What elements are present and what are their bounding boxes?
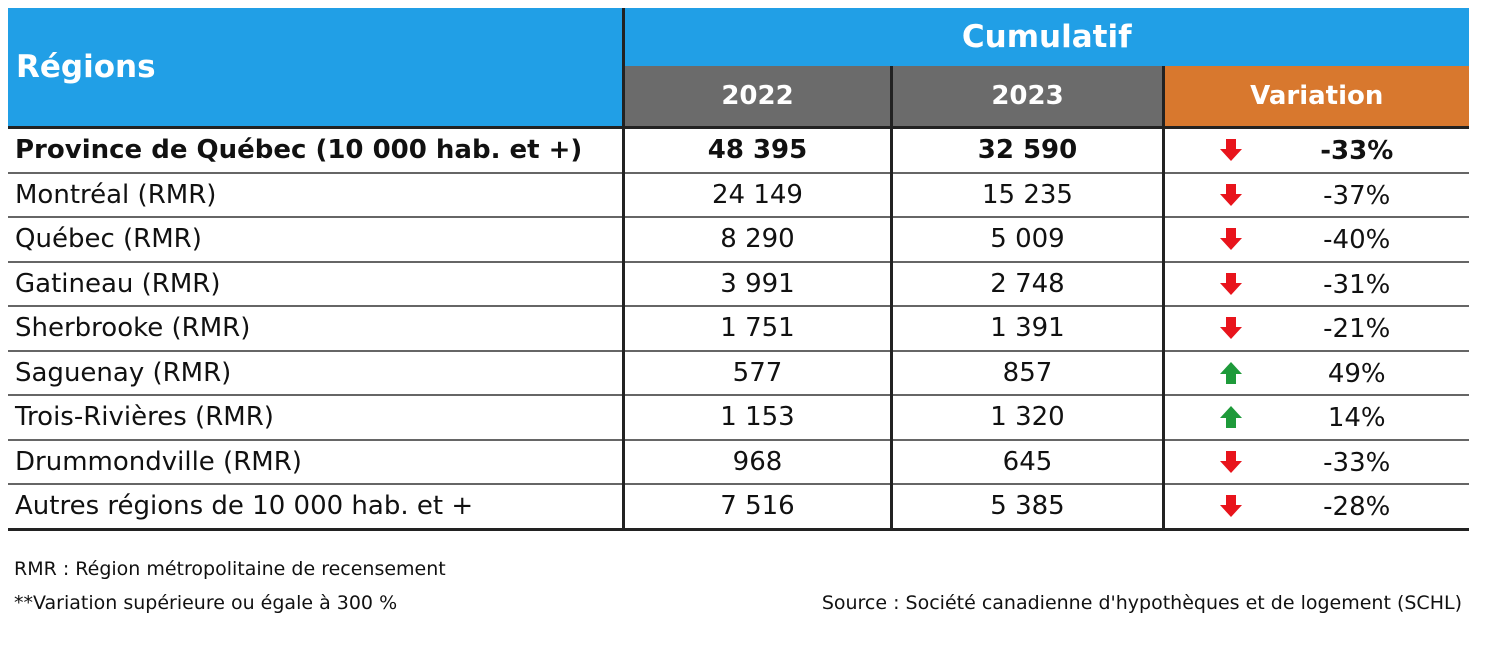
value-2022: 1 153: [623, 395, 893, 441]
variation-percent: -21%: [1323, 314, 1391, 344]
value-2023: 1 320: [891, 395, 1165, 441]
table-row: Trois-Rivières (RMR) 1 153 1 320 14%: [8, 395, 1469, 441]
header-year-2023: 2023: [891, 66, 1165, 128]
arrow-up-icon: [1220, 361, 1242, 384]
variation-percent: -33%: [1320, 136, 1394, 166]
variation-percent: -40%: [1323, 225, 1391, 255]
table-row: Gatineau (RMR) 3 991 2 748 -31%: [8, 261, 1469, 307]
value-2022: 48 395: [623, 126, 893, 174]
footnote-rmr: RMR : Région métropolitaine de recenseme…: [14, 558, 446, 580]
table-row: Montréal (RMR) 24 149 15 235 -37%: [8, 172, 1469, 218]
value-2023: 2 748: [891, 261, 1165, 307]
table-row: Province de Québec (10 000 hab. et +) 48 …: [8, 126, 1469, 174]
arrow-down-icon: [1220, 183, 1242, 206]
table-body: Province de Québec (10 000 hab. et +) 48 …: [8, 126, 1469, 531]
variation-percent: -33%: [1323, 447, 1391, 478]
value-2022: 8 290: [623, 217, 893, 263]
arrow-down-icon: [1220, 317, 1242, 339]
value-2023: 32 590: [891, 126, 1165, 174]
region-name: Autres régions de 10 000 hab. et +: [8, 484, 625, 531]
arrow-down-icon: [1220, 495, 1242, 517]
variation-cell: -21%: [1163, 306, 1469, 352]
table-row: Autres régions de 10 000 hab. et +7 516 5…: [8, 484, 1469, 531]
source-note: Source : Société canadienne d'hypothèque…: [821, 592, 1462, 614]
region-name: Province de Québec (10 000 hab. et +): [8, 126, 625, 174]
arrow-down-icon: [1220, 450, 1242, 473]
table-row: Sherbrooke (RMR) 1 751 1 391 -21%: [8, 306, 1469, 352]
footnote-variation: **Variation supérieure ou égale à 300 %: [14, 592, 398, 614]
variation-percent: 49%: [1327, 358, 1386, 389]
variation-percent: 14%: [1327, 403, 1386, 433]
housing-starts-table: Régions Cumulatif 2022 2023 Variation Pr…: [8, 8, 1469, 531]
variation-cell: -40%: [1163, 217, 1469, 263]
arrow-down-icon: [1220, 139, 1242, 161]
variation-cell: 14%: [1163, 395, 1469, 441]
arrow-up-icon: [1220, 406, 1242, 428]
region-name: Montréal (RMR): [8, 172, 625, 218]
value-2023: 5 009: [891, 217, 1165, 263]
header-year-2022: 2022: [623, 66, 893, 128]
region-name: Saguenay (RMR): [8, 350, 625, 396]
table-row: Québec (RMR) 8 290 5 009 -40%: [8, 217, 1469, 263]
region-name: Drummondville (RMR): [8, 439, 625, 485]
region-name: Québec (RMR): [8, 217, 625, 263]
variation-cell: 49%: [1163, 350, 1469, 396]
table-row: Drummondville (RMR) 968 645 -33%: [8, 439, 1469, 485]
value-2022: 3 991: [623, 261, 893, 307]
header-variation: Variation: [1163, 66, 1469, 128]
value-2022: 577: [623, 350, 893, 396]
value-2023: 15 235: [891, 172, 1165, 218]
variation-cell: -33%: [1163, 439, 1469, 485]
value-2022: 968: [623, 439, 893, 485]
value-2022: 1 751: [623, 306, 893, 352]
region-name: Trois-Rivières (RMR): [8, 395, 625, 441]
header-regions: Régions: [8, 8, 625, 128]
region-name: Sherbrooke (RMR): [8, 306, 625, 352]
value-2023: 645: [891, 439, 1165, 485]
value-2023: 857: [891, 350, 1165, 396]
table-row: Saguenay (RMR) 577 857 49%: [8, 350, 1469, 396]
variation-cell: -33%: [1163, 126, 1469, 174]
value-2023: 1 391: [891, 306, 1165, 352]
variation-percent: -28%: [1323, 492, 1391, 522]
variation-cell: -37%: [1163, 172, 1469, 218]
variation-cell: -31%: [1163, 261, 1469, 307]
value-2023: 5 385: [891, 484, 1165, 531]
region-name: Gatineau (RMR): [8, 261, 625, 307]
value-2022: 24 149: [623, 172, 893, 218]
arrow-down-icon: [1220, 272, 1242, 295]
value-2022: 7 516: [623, 484, 893, 531]
variation-cell: -28%: [1163, 484, 1469, 531]
variation-percent: -31%: [1323, 269, 1391, 300]
variation-percent: -37%: [1323, 180, 1391, 211]
header-cumulative: Cumulatif: [623, 8, 1469, 66]
arrow-down-icon: [1220, 228, 1242, 250]
